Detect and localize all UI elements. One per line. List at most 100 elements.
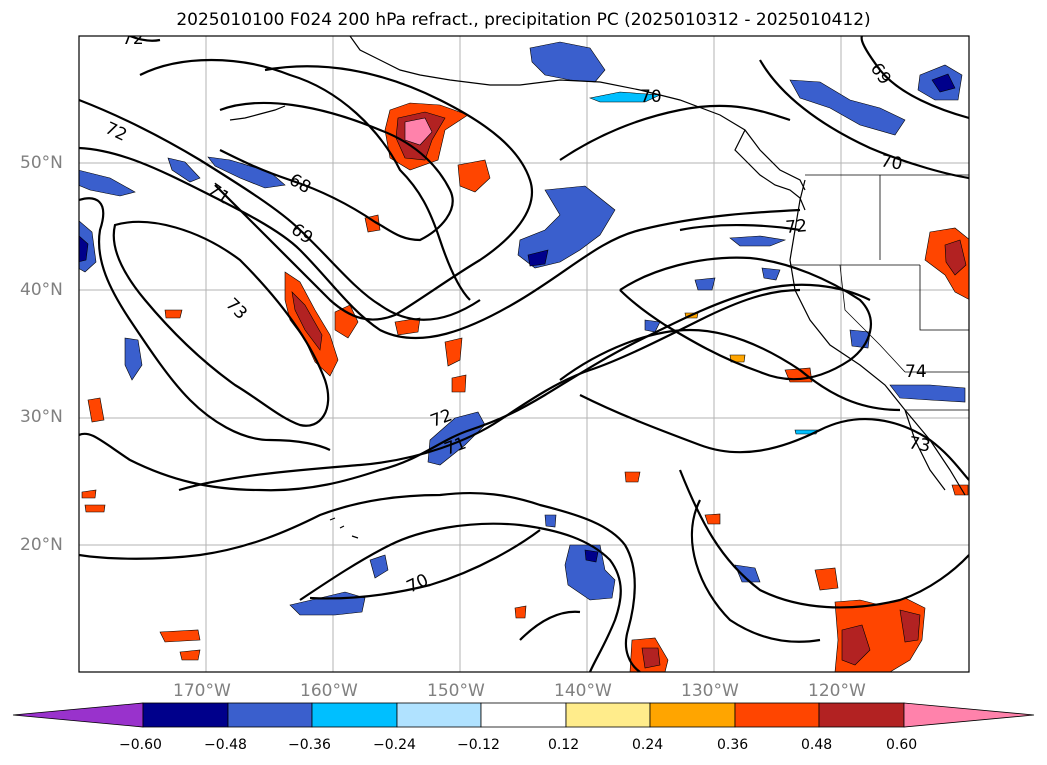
contour-line xyxy=(690,499,821,643)
precip-patch xyxy=(79,169,136,197)
map-frame-bg xyxy=(79,36,969,672)
precip-patch xyxy=(179,649,201,661)
contour-line xyxy=(679,223,801,232)
precip-patch xyxy=(87,397,105,423)
colorbar-tick: 0.36 xyxy=(717,737,749,753)
map-frame-border xyxy=(78,35,970,673)
contour-label: 70 xyxy=(640,87,662,107)
contour-line xyxy=(309,529,541,600)
contour-line xyxy=(759,59,969,180)
contour-line xyxy=(219,101,454,242)
precip-patch xyxy=(79,235,89,263)
contour-line xyxy=(139,58,471,301)
precip-patch xyxy=(124,337,143,381)
contour-label: 73 xyxy=(907,433,932,456)
colorbar-bin xyxy=(396,702,482,728)
colorbar-tick: 0.60 xyxy=(886,737,918,753)
precip-patch xyxy=(944,239,967,276)
contour-line xyxy=(79,197,331,451)
precip-patch xyxy=(404,117,433,146)
contour-line xyxy=(619,256,872,381)
contour-line xyxy=(79,283,871,492)
map-content: 72 72 71 68 69 73 70 69 70 72 74 73 72 7… xyxy=(79,29,969,672)
colorbar-tick: −0.12 xyxy=(457,737,500,753)
contour-line xyxy=(214,65,533,321)
precip-patch xyxy=(444,337,463,367)
precip-patch xyxy=(159,629,201,643)
colorbar-extend-left xyxy=(12,702,144,728)
precip-patch xyxy=(624,471,641,483)
precip-patch xyxy=(544,514,557,528)
precip-patch xyxy=(931,73,956,93)
precip-patch xyxy=(588,91,662,103)
colorbar-bin xyxy=(649,702,736,728)
precip-patch xyxy=(334,304,359,339)
baja-coast xyxy=(904,409,946,491)
precip-patch xyxy=(899,609,921,643)
colorbar-tick: −0.24 xyxy=(373,737,416,753)
contour-label: 72 xyxy=(122,29,144,49)
lon-label-160w: 160°W xyxy=(300,681,358,701)
precip-patch xyxy=(84,504,106,513)
lat-label-50n: 50°N xyxy=(20,153,63,173)
colorbar-tick: −0.60 xyxy=(119,737,162,753)
precip-positive xyxy=(81,102,969,672)
colorbar-bin xyxy=(142,702,229,728)
map-title: 2025010100 F024 200 hPa refract., precip… xyxy=(176,10,871,30)
contour-line xyxy=(79,146,801,340)
contour-label: 74 xyxy=(905,362,927,382)
precip-patch xyxy=(704,513,721,525)
precip-patch xyxy=(527,249,549,267)
precip-patch xyxy=(889,384,966,403)
colorbar-bin xyxy=(565,702,651,728)
contour-line xyxy=(559,328,901,412)
precip-patch xyxy=(167,157,201,183)
lon-label-150w: 150°W xyxy=(427,681,485,701)
contour-line xyxy=(678,469,969,609)
colorbar-tick: −0.48 xyxy=(204,737,247,753)
colorbar-bin xyxy=(818,702,905,728)
contour-line xyxy=(79,491,641,672)
contour-label: 70 xyxy=(879,151,904,174)
precip-patch xyxy=(514,605,527,619)
precip-negative xyxy=(79,41,966,616)
precip-patch xyxy=(584,549,599,563)
lon-label-140w: 140°W xyxy=(554,681,612,701)
contour-line xyxy=(519,610,581,641)
precip-patch xyxy=(164,309,183,319)
colorbar-bin xyxy=(227,702,313,728)
graticule xyxy=(79,36,969,672)
precip-patch xyxy=(291,291,323,351)
aleutian-islands xyxy=(229,105,286,121)
contour-line xyxy=(579,394,969,481)
precip-patch xyxy=(364,214,381,233)
colorbar-tick: 0.48 xyxy=(801,737,833,753)
precip-patch xyxy=(761,267,781,281)
contour-line xyxy=(112,220,330,427)
precip-patch xyxy=(694,277,716,291)
hawaii-islands xyxy=(329,517,359,539)
political-borders xyxy=(790,174,969,411)
colorbar-bin xyxy=(311,702,398,728)
contours xyxy=(79,36,969,672)
precip-patch xyxy=(451,374,467,393)
alaska-coast xyxy=(349,36,806,191)
precip-patch xyxy=(729,235,787,247)
precip-patch xyxy=(81,489,97,499)
colorbar-tick: 0.12 xyxy=(548,737,580,753)
state-border xyxy=(839,264,906,373)
contour-line xyxy=(559,104,791,161)
precip-patch xyxy=(734,564,761,583)
precip-patch xyxy=(517,185,616,269)
contour-label: 72 xyxy=(785,216,808,238)
colorbar xyxy=(12,702,1035,728)
lat-label-20n: 20°N xyxy=(20,535,63,555)
lon-label-170w: 170°W xyxy=(173,681,231,701)
contour-line xyxy=(178,288,801,492)
state-border xyxy=(919,265,969,331)
precip-patch xyxy=(814,567,839,591)
colorbar-bin xyxy=(734,702,820,728)
precip-patch xyxy=(789,79,906,136)
lat-label-40n: 40°N xyxy=(20,280,63,300)
contour-line xyxy=(299,522,622,672)
